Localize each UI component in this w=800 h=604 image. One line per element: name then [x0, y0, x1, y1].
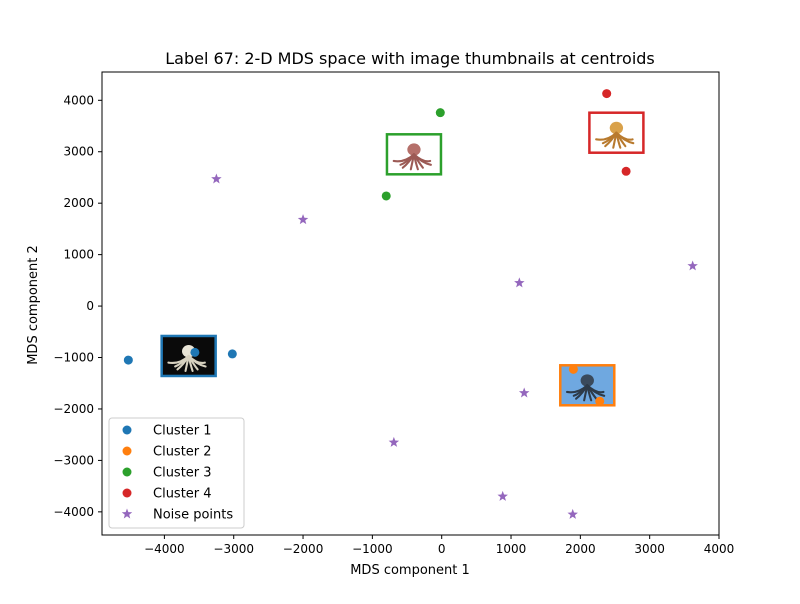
y-tick-label: −4000 [53, 505, 94, 519]
x-tick-label: 1000 [496, 542, 527, 556]
x-tick-label: −3000 [213, 542, 254, 556]
cluster-point [568, 364, 578, 374]
y-tick-label: 3000 [63, 145, 94, 159]
cluster-thumbnail [160, 334, 217, 378]
x-tick-label: −2000 [283, 542, 324, 556]
x-tick-label: −1000 [352, 542, 393, 556]
legend-marker [121, 508, 133, 519]
plot-area: −4000 −3000 −2000 −1000 0 1000 2000 3000 4000 −40… [53, 71, 735, 556]
noise-point [297, 214, 309, 225]
y-tick-label: 1000 [63, 248, 94, 262]
legend-label: Cluster 3 [153, 466, 212, 481]
cluster-point [602, 89, 612, 99]
thumbnail-octopus-arm [392, 153, 416, 163]
x-tick-label: 0 [438, 542, 446, 556]
y-tick-label: 4000 [63, 93, 94, 107]
thumbnail-octopus-arm [565, 384, 589, 394]
cluster-point [227, 349, 237, 359]
y-tick-label: −2000 [53, 402, 94, 416]
axes-frame [101, 71, 720, 536]
legend-marker [122, 446, 132, 456]
cluster-point [621, 166, 631, 176]
x-tick-label: 3000 [634, 542, 665, 556]
y-tick-label: 2000 [63, 196, 94, 210]
legend-label: Cluster 4 [153, 487, 212, 502]
cluster-point [595, 396, 605, 406]
thumbnail-frame [559, 364, 616, 407]
chart-title: Label 67: 2-D MDS space with image thumb… [165, 49, 655, 68]
x-axis-label: MDS component 1 [350, 563, 470, 578]
cluster-point [381, 191, 391, 201]
x-tick-label: 2000 [565, 542, 596, 556]
legend-marker [122, 425, 132, 435]
x-tick-label: 4000 [704, 542, 735, 556]
legend-label: Cluster 2 [153, 445, 212, 460]
thumbnail-octopus-head [407, 143, 421, 156]
y-tick-label: −3000 [53, 453, 94, 467]
y-tick-label: −1000 [53, 351, 94, 365]
y-tick-label: 0 [86, 299, 94, 313]
noise-point [567, 508, 578, 519]
cluster-point [190, 347, 200, 357]
thumbnail-octopus-head [580, 374, 594, 387]
noise-point [687, 260, 698, 271]
thumbnail-octopus-arm [595, 131, 618, 141]
legend-box [108, 417, 245, 529]
noise-point [514, 277, 525, 288]
noise-point [518, 387, 530, 398]
noise-point [497, 490, 508, 501]
y-axis-label: MDS component 2 [26, 245, 41, 365]
noise-point [388, 436, 400, 447]
cluster-thumbnail [385, 133, 443, 176]
legend-marker [122, 467, 132, 477]
thumbnail-octopus-arm [167, 354, 190, 364]
legend-marker [122, 488, 132, 498]
cluster-thumbnail [559, 364, 616, 407]
cluster-point [123, 355, 133, 365]
cluster-point [435, 108, 445, 118]
cluster-thumbnail [588, 111, 645, 154]
thumbnail-octopus-head [609, 121, 624, 135]
legend-label: Cluster 1 [153, 424, 212, 439]
legend-label: Noise points [153, 508, 233, 523]
x-tick-label: −4000 [144, 542, 185, 556]
legend: Cluster 1 Cluster 2 Cluster 3 Cluster 4 Nois… [108, 417, 245, 529]
noise-point [211, 173, 222, 184]
